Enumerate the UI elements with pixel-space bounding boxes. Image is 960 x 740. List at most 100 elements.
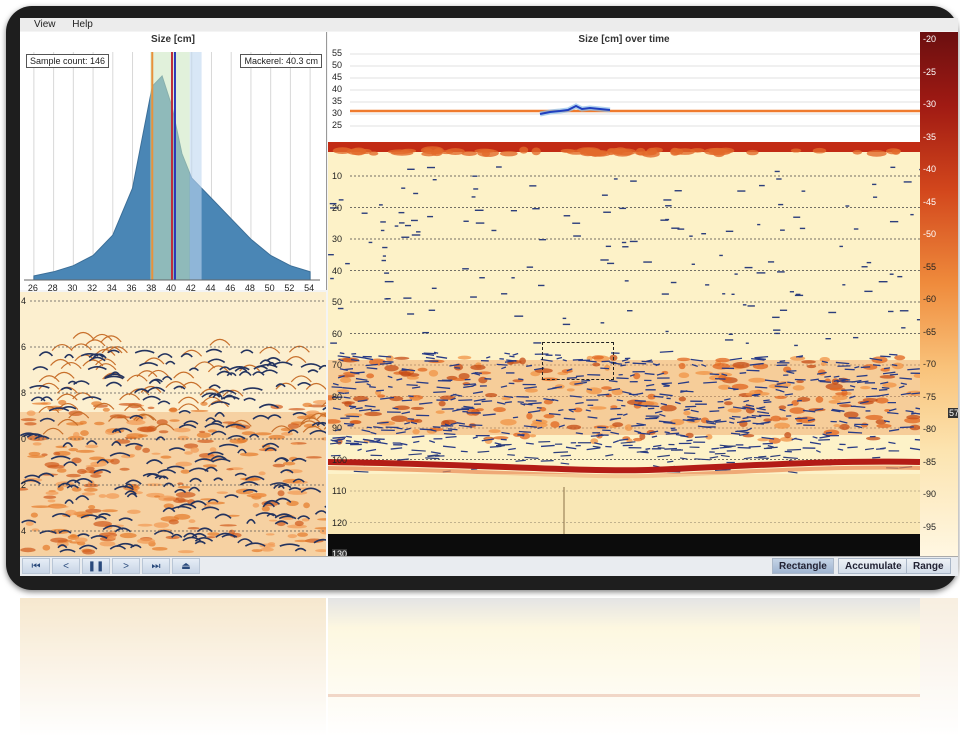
fish-arc bbox=[126, 374, 148, 382]
fish-trace bbox=[911, 392, 920, 395]
fish-trace bbox=[142, 473, 158, 477]
fish-trace bbox=[118, 517, 133, 522]
echo-blob bbox=[77, 468, 87, 475]
fish-trace bbox=[171, 533, 183, 538]
school-echo bbox=[513, 432, 522, 437]
previous-button[interactable]: < bbox=[52, 558, 80, 574]
fish-trace bbox=[907, 368, 920, 371]
eject-button[interactable]: ⏏ bbox=[172, 558, 200, 574]
fish-trace bbox=[318, 364, 326, 370]
fish-trace bbox=[881, 386, 890, 390]
fish-trace bbox=[737, 446, 751, 449]
fish-trace bbox=[654, 410, 663, 414]
fish-trace bbox=[572, 358, 584, 361]
fish-trace bbox=[558, 409, 564, 412]
time-y-tick: 25 bbox=[332, 120, 343, 130]
school-echo bbox=[763, 418, 772, 422]
school-echo bbox=[500, 418, 517, 426]
fish-trace bbox=[636, 450, 648, 453]
last-frame-button[interactable]: ⏭ bbox=[142, 558, 170, 574]
pause-button[interactable]: ❚❚ bbox=[82, 558, 110, 574]
fish-trace bbox=[330, 439, 339, 443]
fish-trace bbox=[835, 361, 850, 365]
fish-trace bbox=[821, 360, 829, 364]
fish-trace bbox=[456, 422, 466, 425]
fish-trace bbox=[662, 383, 670, 387]
fish-trace bbox=[575, 375, 584, 378]
echo-blob bbox=[151, 452, 161, 455]
fish-trace bbox=[645, 447, 651, 450]
fish-trace bbox=[357, 399, 368, 403]
school-echo bbox=[632, 437, 643, 442]
echo-blob bbox=[207, 532, 220, 536]
surface-speck bbox=[641, 150, 660, 158]
color-scale-marker[interactable]: 57 bbox=[948, 408, 958, 418]
fish-trace bbox=[882, 371, 896, 375]
main-echogram: 10 20 30 40 50 60 70 80 90 100 110 120 130 bbox=[328, 142, 920, 556]
fish-trace bbox=[58, 529, 72, 534]
fish-trace bbox=[180, 353, 193, 358]
school-echo bbox=[612, 422, 624, 428]
color-scale-tick: -60 bbox=[923, 294, 937, 304]
left-depth-tick: 2 bbox=[21, 480, 27, 490]
fish-trace bbox=[565, 446, 577, 450]
fish-trace bbox=[690, 409, 699, 413]
next-button[interactable]: > bbox=[112, 558, 140, 574]
school-echo bbox=[833, 424, 841, 428]
fish-trace bbox=[574, 381, 587, 385]
left-echogram: 4 6 8 0 2 4 bbox=[20, 292, 326, 556]
fish-trace bbox=[330, 442, 342, 445]
fish-trace bbox=[494, 442, 502, 446]
fish-trace bbox=[396, 378, 403, 381]
fish-trace bbox=[674, 401, 681, 405]
fish-trace bbox=[90, 535, 108, 540]
first-frame-button[interactable]: ⏮ bbox=[22, 558, 50, 574]
fish-trace bbox=[255, 512, 275, 517]
fish-trace bbox=[683, 408, 690, 411]
fish-trace bbox=[628, 393, 638, 396]
fish-arc bbox=[91, 333, 113, 341]
echo-blob bbox=[288, 408, 306, 411]
size-over-time-title: Size [cm] over time bbox=[578, 34, 670, 45]
fish-trace bbox=[358, 408, 372, 412]
school-echo bbox=[879, 375, 896, 379]
school-echo bbox=[757, 438, 770, 442]
fish-trace bbox=[814, 408, 824, 412]
school-echo bbox=[344, 401, 352, 407]
range-tool-button[interactable]: Range bbox=[906, 558, 951, 574]
fish-trace bbox=[234, 367, 248, 372]
fish-trace bbox=[831, 409, 841, 413]
surface-speck bbox=[746, 149, 759, 156]
menu-view[interactable]: View bbox=[34, 19, 56, 30]
accumulate-tool-button[interactable]: Accumulate bbox=[838, 558, 909, 574]
school-echo bbox=[394, 405, 410, 411]
fish-trace bbox=[331, 386, 343, 389]
fish-trace bbox=[528, 402, 542, 405]
main-echogram-canvas[interactable] bbox=[328, 142, 920, 556]
fish-trace bbox=[210, 455, 228, 461]
fish-trace bbox=[357, 448, 362, 452]
fish-trace bbox=[729, 421, 735, 424]
color-scale-tick: -70 bbox=[923, 359, 937, 369]
fish-trace bbox=[632, 362, 647, 365]
fish-trace bbox=[739, 433, 749, 437]
school-echo bbox=[400, 371, 412, 377]
fish-trace bbox=[473, 398, 486, 402]
school-echo bbox=[724, 401, 733, 406]
fish-trace bbox=[515, 459, 526, 462]
fish-trace bbox=[204, 466, 218, 472]
fish-trace bbox=[610, 431, 620, 435]
echo-blob bbox=[101, 509, 118, 513]
surface-speck bbox=[690, 148, 705, 153]
fish-trace bbox=[664, 447, 678, 450]
echo-blob bbox=[206, 501, 225, 505]
fish-arc bbox=[57, 418, 79, 426]
selection-rectangle[interactable] bbox=[542, 342, 614, 380]
fish-trace bbox=[753, 456, 769, 459]
fish-trace bbox=[288, 487, 302, 491]
rectangle-tool-button[interactable]: Rectangle bbox=[772, 558, 834, 574]
depth-tick: 70 bbox=[332, 360, 343, 370]
fish-trace bbox=[751, 414, 762, 418]
menu-help[interactable]: Help bbox=[72, 19, 93, 30]
fish-arc bbox=[275, 382, 297, 390]
